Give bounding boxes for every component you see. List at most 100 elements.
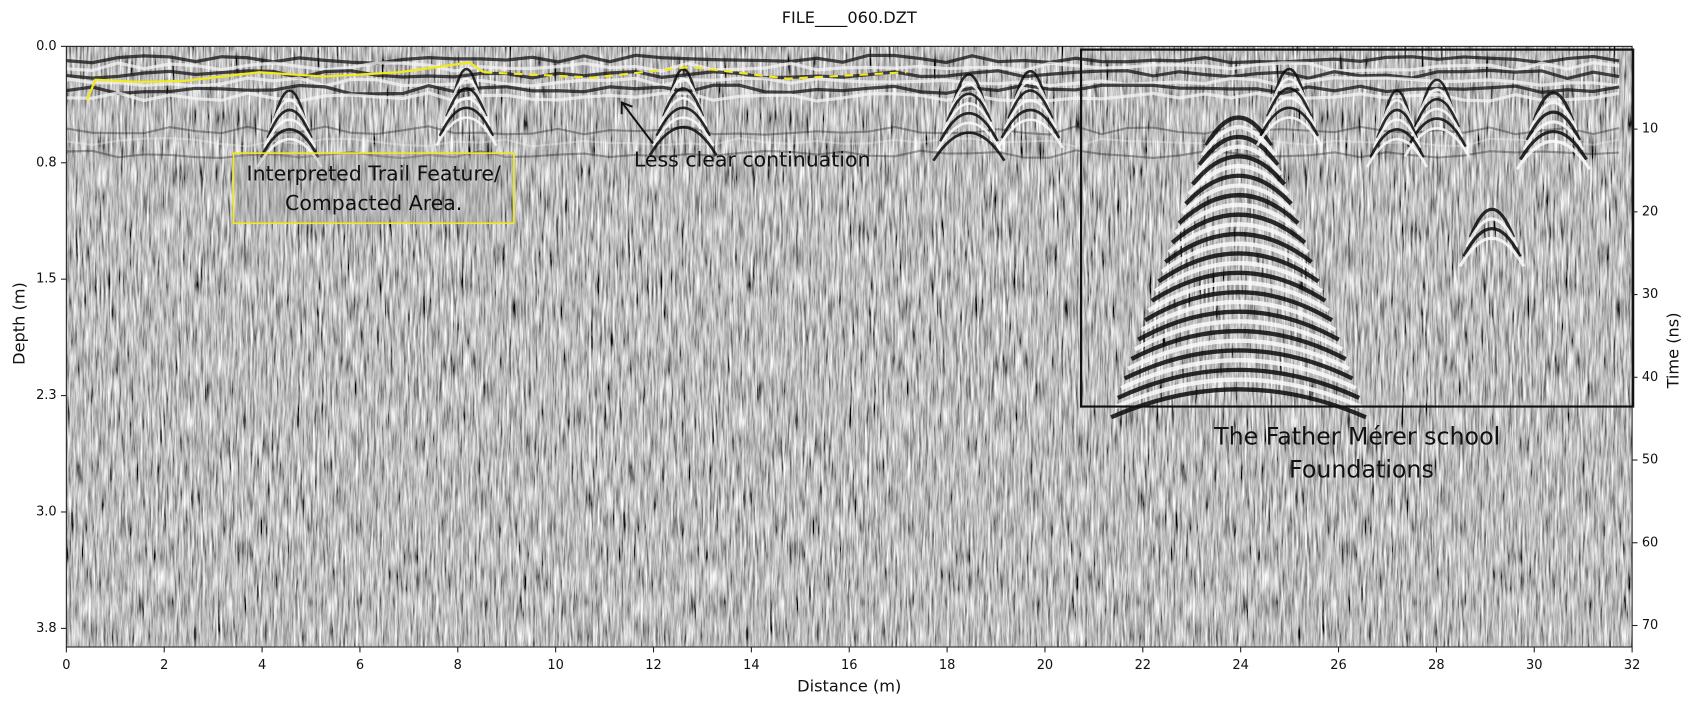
hyperbola [1160,241,1317,274]
y2-axis-label: Time (ns) [1664,312,1683,389]
hyperbola [945,92,993,123]
hyperbola [1458,236,1526,268]
hyperbola [1529,100,1578,132]
hyperbola [1376,108,1419,139]
hyperbola [949,82,989,113]
hyperbola [1013,69,1047,100]
hyperbola [665,77,701,108]
hyperbola [932,131,1006,162]
hyperbola [1133,319,1344,352]
hyperbola [1167,222,1310,255]
hyperbola [1420,78,1454,109]
hyperbola [256,137,323,168]
hyperbola [435,116,498,147]
x-tick-label: 18 [939,658,955,673]
hyperbola [1266,87,1313,117]
hyperbola [1190,154,1287,186]
trail-line [85,61,485,101]
band [66,83,1620,96]
hyperbola [1180,183,1297,216]
hyperbola [1113,377,1364,410]
hyperbola [668,67,698,98]
x-tick-label: 26 [1330,658,1346,673]
y2-tick-label: 60 [1642,535,1658,550]
band [66,53,1620,65]
band [66,76,1620,88]
annotation: Less clear continuation [634,148,871,172]
hyperbola [1170,212,1307,245]
trail-box [232,152,515,225]
x-tick-label: 32 [1624,658,1640,673]
hyperbola [1255,116,1323,147]
foundation-box [1080,48,1635,408]
hyperbola [445,87,488,117]
band [66,149,1620,160]
x-tick-label: 14 [743,658,759,673]
y2-tick-label: 30 [1642,287,1658,302]
radargram-image [66,46,1633,648]
hyperbola [1147,280,1330,313]
x-tick-label: 28 [1428,658,1444,673]
hyperbola [1259,106,1320,137]
x-axis-label: Distance (m) [797,676,901,695]
hyperbola [259,128,320,159]
hyperbola [1468,207,1516,238]
hyperbola [655,106,711,137]
annotation: Compacted Area. [285,191,462,215]
band [66,61,1620,73]
hyperbola [997,118,1064,149]
hyperbola [1200,125,1277,157]
hyperbola [658,96,708,127]
x-tick-label: 30 [1526,658,1542,673]
hyperbolas [256,67,1592,420]
hyperbola [942,102,996,133]
hyperbola [263,118,317,149]
hyperbola [1157,251,1320,284]
hyperbola [1116,367,1361,400]
hyperbola [1000,108,1061,139]
hyperbola [266,108,313,139]
hyperbola [1379,98,1415,129]
y-axis-label: Depth (m) [9,282,28,365]
x-tick-label: 20 [1037,658,1053,673]
y2-tick-label: 40 [1642,370,1658,385]
x-tick-label: 10 [547,658,563,673]
hyperbola [1123,348,1354,381]
hyperbola [1417,88,1457,118]
y-tick-label: 2.3 [36,388,57,403]
x-tick-label: 24 [1232,658,1248,673]
y-tick-label: 0.8 [36,155,57,170]
x-tick-label: 4 [258,658,266,673]
band [66,91,1620,103]
x-tick-label: 22 [1135,658,1151,673]
hyperbola [1187,163,1290,196]
hyperbola [273,89,306,119]
hyperbola [1137,309,1340,342]
hyperbola [1003,98,1057,129]
hyperbola [1197,135,1280,167]
x-tick-label: 8 [454,658,462,673]
y-tick-label: 0.0 [36,39,57,54]
hyperbola [1522,120,1585,151]
hyperbola [1369,128,1425,159]
hyperbola [1184,173,1293,206]
hyperbola [1413,97,1461,128]
hyperbola [952,73,986,103]
hyperbola [442,96,491,127]
arrow-head [620,101,633,115]
hyperbola [438,106,495,137]
y2-tick-label: 70 [1642,618,1658,633]
x-tick-label: 16 [841,658,857,673]
hyperbola [1127,338,1350,371]
hyperbola [1010,79,1051,110]
hyperbola [1140,299,1337,332]
y2-tick-label: 10 [1642,122,1658,137]
hyperbola [1130,328,1347,361]
hyperbola [269,98,310,129]
hyperbola [648,126,718,156]
hyperbola [1365,137,1429,168]
hyperbola [1410,107,1464,138]
x-tick-label: 6 [356,658,364,673]
hyperbola [1532,91,1575,122]
